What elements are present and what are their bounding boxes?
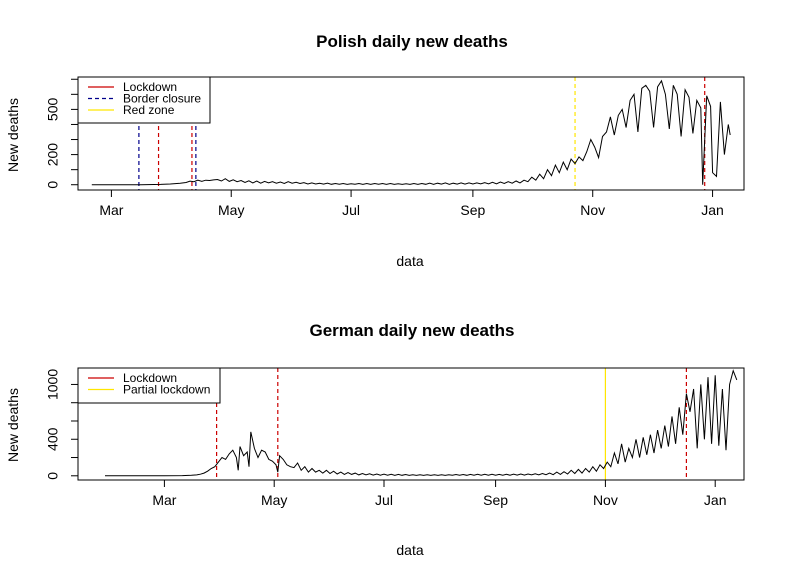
plot-area: Mar May Jul Sep Nov Jan 0 400 1000 bbox=[45, 368, 738, 508]
chart-title: Polish daily new deaths bbox=[316, 32, 508, 51]
legend-label: Lockdown bbox=[123, 371, 177, 385]
y-tick-label: 500 bbox=[45, 98, 61, 122]
x-tick-label: May bbox=[218, 202, 244, 218]
x-tick-label: Jul bbox=[375, 492, 393, 508]
polish-deaths-panel: Polish daily new deaths data New deaths … bbox=[5, 32, 745, 269]
x-axis-label: data bbox=[396, 253, 423, 269]
x-tick-label: Jul bbox=[342, 202, 360, 218]
plot-area: Mar May Jul Sep Nov Jan 0 200 500 bbox=[45, 77, 731, 218]
legend-label: Lockdown bbox=[123, 80, 177, 94]
plot-frame bbox=[77, 367, 745, 481]
legend-label: Partial lockdown bbox=[123, 383, 210, 397]
legend-box bbox=[77, 76, 211, 124]
x-tick-label: Sep bbox=[483, 492, 508, 508]
y-tick-label: 400 bbox=[45, 427, 61, 451]
y-axis-label: New deaths bbox=[5, 388, 21, 462]
x-tick-label: Jan bbox=[704, 492, 727, 508]
legend-label: Border closure bbox=[123, 92, 201, 106]
german-deaths-panel: German daily new deaths data New deaths … bbox=[5, 321, 745, 558]
series-line bbox=[105, 369, 738, 477]
x-tick-label: Nov bbox=[580, 202, 605, 218]
y-tick-label: 0 bbox=[45, 472, 61, 480]
y-tick-label: 1000 bbox=[45, 369, 61, 400]
x-tick-label: Nov bbox=[593, 492, 618, 508]
x-axis-label: data bbox=[396, 542, 423, 558]
x-tick-label: Mar bbox=[152, 492, 176, 508]
legend-label: Red zone bbox=[123, 103, 175, 117]
y-axis-label: New deaths bbox=[5, 98, 21, 172]
x-tick-label: Sep bbox=[460, 202, 485, 218]
x-tick-label: Jan bbox=[701, 202, 724, 218]
plot-frame bbox=[77, 76, 745, 191]
chart-title: German daily new deaths bbox=[309, 321, 514, 340]
legend-box bbox=[77, 367, 221, 404]
x-tick-label: Mar bbox=[99, 202, 123, 218]
x-tick-label: May bbox=[261, 492, 287, 508]
y-tick-label: 200 bbox=[45, 143, 61, 167]
y-tick-label: 0 bbox=[45, 181, 61, 189]
series-line bbox=[91, 79, 731, 186]
